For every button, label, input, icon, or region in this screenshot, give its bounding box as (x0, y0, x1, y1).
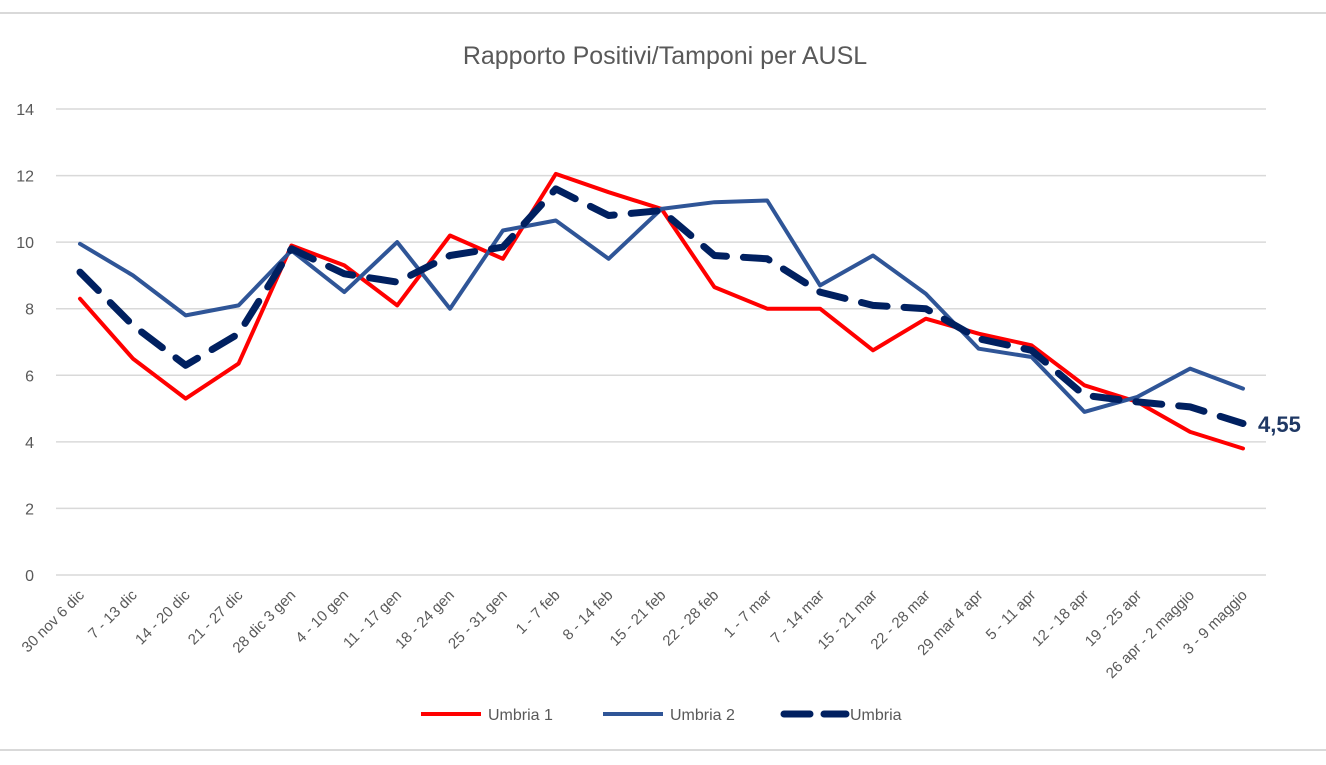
y-tick-label: 2 (25, 501, 34, 518)
gridlines (56, 108, 1266, 576)
y-tick-label: 12 (16, 169, 34, 186)
series-lines (76, 171, 1247, 451)
y-tick-label: 0 (25, 568, 34, 585)
x-tick-label: 7 - 13 dic (85, 586, 141, 642)
y-axis-ticks: 0 2 4 6 8 10 12 14 (16, 102, 34, 585)
legend-label: Umbria (850, 707, 902, 724)
top-border (0, 12, 1326, 14)
x-tick-label: 12 - 18 apr (1029, 587, 1092, 650)
x-tick-label: 15 - 21 feb (607, 587, 670, 650)
annotations: 4,55 (1258, 412, 1301, 437)
y-tick-label: 6 (25, 368, 34, 385)
x-tick-label: 30 nov 6 dic (19, 586, 89, 656)
y-tick-label: 4 (25, 435, 34, 452)
x-tick-label: 22 - 28 feb (659, 587, 722, 650)
series-line-umbria-2 (78, 198, 1245, 414)
y-tick-label: 10 (16, 235, 34, 252)
x-tick-label: 1 - 7 feb (513, 587, 564, 638)
last-value-annotation: 4,55 (1258, 412, 1301, 437)
legend-label: Umbria 1 (488, 707, 553, 724)
x-tick-label: 14 - 20 dic (132, 586, 194, 648)
x-tick-label: 26 apr - 2 maggio (1103, 587, 1198, 682)
x-tick-label: 1 - 7 mar (721, 587, 775, 641)
y-tick-label: 8 (25, 302, 34, 319)
chart-title: Rapporto Positivi/Tamponi per AUSL (463, 42, 867, 70)
legend: Umbria 1 Umbria 2 Umbria (421, 707, 902, 724)
legend-label: Umbria 2 (670, 707, 735, 724)
series-line-umbria (76, 185, 1247, 427)
y-tick-label: 14 (16, 102, 34, 119)
bottom-border (0, 749, 1326, 751)
